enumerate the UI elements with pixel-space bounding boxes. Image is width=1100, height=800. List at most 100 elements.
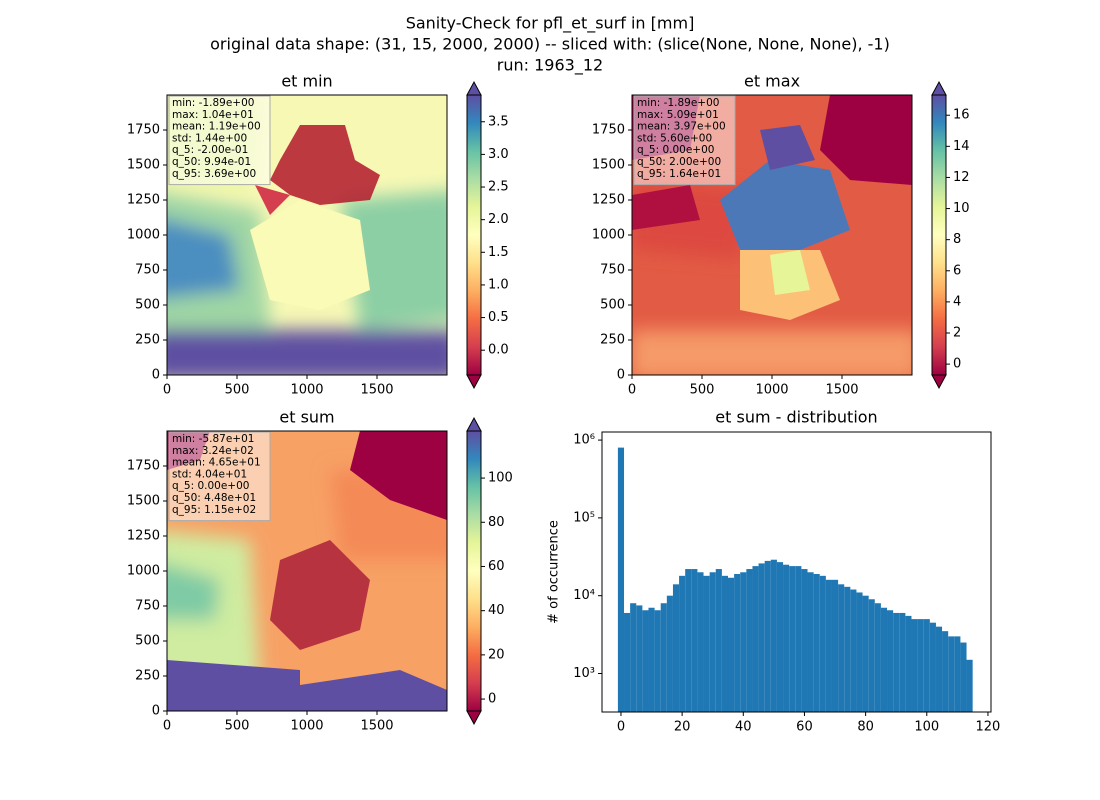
stats-text: std: 4.04e+01 [172,468,247,480]
x-tick-label: 0 [163,719,171,734]
stats-text: min: -1.89e+00 [172,97,254,109]
x-tick-label: 500 [690,383,715,398]
bar [679,575,686,712]
x-tick-label: 500 [225,383,250,398]
colorbar [931,94,947,376]
stats-text: q_50: 9.94e-01 [172,156,251,168]
bar [917,619,924,712]
x-tick-label: 0 [617,720,625,735]
y-tick-label: 250 [135,333,160,348]
colorbar-tick-label: 20 [488,647,505,662]
x-tick-label: 80 [857,720,874,735]
bar [831,579,839,712]
colorbar-tick-label: 14 [953,139,970,154]
y-tick-label: 1250 [127,529,160,544]
bar [703,575,710,712]
y-tick-label: 500 [600,298,625,313]
colorbar-tick-label: 1.0 [488,277,509,292]
colorbar-tick-label: 40 [488,603,505,618]
bar [819,575,826,712]
bar [929,622,936,712]
bar [709,572,716,712]
colorbar-tick-label: 2 [953,326,961,341]
y-tick-label: 1750 [592,123,625,138]
colorbar-extend [931,80,947,96]
y-tick-label: 0 [152,368,160,383]
bar [789,566,796,712]
bar [807,572,814,712]
stats-text: q_5: -2.00e-01 [172,144,248,156]
stats-text: mean: 3.97e+00 [637,121,726,133]
bar [721,575,728,712]
bar [758,563,765,712]
bar [942,631,949,712]
bar [954,636,961,712]
y-tick-label: 0 [152,704,160,719]
bar [636,605,643,712]
colorbar-tick-label: 100 [488,471,513,486]
x-tick-label: 500 [225,719,250,734]
bar [813,574,820,712]
stats-text: mean: 1.19e+00 [172,121,261,133]
y-tick-label: 1500 [127,158,160,173]
x-tick-label: 1500 [360,383,393,398]
bar [783,564,790,712]
stats-text: min: -1.89e+00 [637,97,719,109]
stats-text: max: 5.09e+01 [637,109,719,121]
x-tick-label: 20 [674,720,691,735]
bar [617,447,625,712]
bar [923,619,930,712]
stats-box [633,95,736,186]
bar [727,577,735,712]
suptitle: run: 1963_12 [497,56,603,76]
bar [795,566,802,712]
y-tick-label: 250 [135,669,160,684]
bar [746,569,753,712]
y-tick-label: 1500 [127,494,160,509]
axes-title: et max [744,72,800,91]
bar [905,615,912,712]
y-tick-label: 1750 [127,459,160,474]
bar [666,595,673,712]
stats-text: q_5: 0.00e+00 [172,480,249,492]
stats-text: mean: 4.65e+01 [172,457,261,469]
colorbar-tick-label: 1.5 [488,245,509,260]
bar [770,559,777,712]
bar [893,612,900,712]
axes-title: et sum [279,408,334,427]
colorbar-tick-label: 60 [488,559,505,574]
colorbar-tick-label: 8 [953,232,961,247]
y-tick-label: 1000 [127,564,160,579]
x-tick-label: 60 [796,720,813,735]
y-tick-label: 1750 [127,123,160,138]
stats-text: q_50: 2.00e+00 [637,156,721,168]
x-tick-label: 1000 [290,383,323,398]
bar [887,610,894,712]
bar [642,610,649,712]
colorbar-tick-label: 80 [488,515,505,530]
colorbar-tick-label: 3.0 [488,147,509,162]
x-tick-label: 1500 [825,383,858,398]
bar [850,589,857,712]
bar [648,607,655,712]
y-tick-label: 10⁶ [573,433,595,448]
colorbar-extend [466,374,482,390]
bar [935,626,943,712]
axes-frame [601,431,992,713]
colorbar-tick-label: 2.5 [488,180,509,195]
x-tick-label: 1000 [755,383,788,398]
y-tick-label: 500 [135,298,160,313]
bar [948,636,955,712]
bar [715,569,722,712]
bar [899,612,906,712]
stats-text: max: 3.24e+02 [172,445,254,457]
stats-text: q_95: 1.15e+02 [172,504,256,516]
colorbar-tick-label: 3.5 [488,114,509,129]
colorbar-tick-label: 10 [953,201,970,216]
bar [624,612,631,712]
stats-text: q_95: 3.69e+00 [172,168,256,180]
bar [672,584,680,712]
colorbar-tick-label: 0 [488,692,496,707]
bar [966,659,973,712]
